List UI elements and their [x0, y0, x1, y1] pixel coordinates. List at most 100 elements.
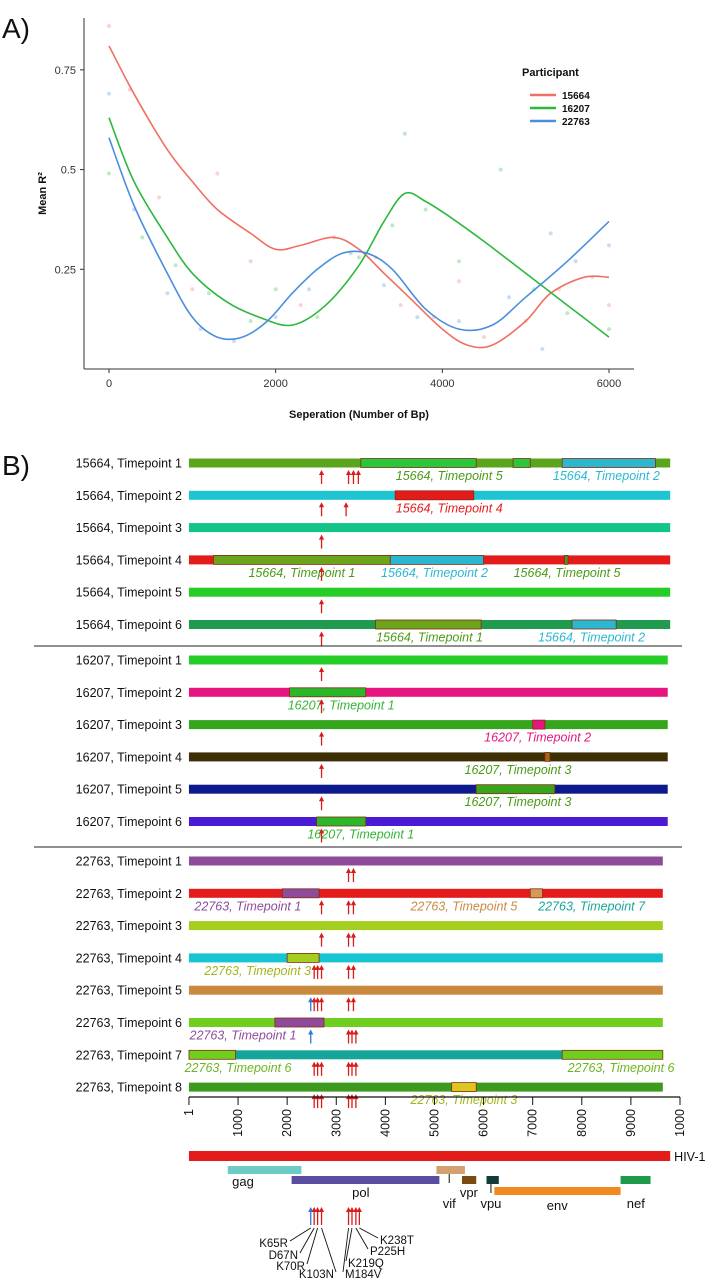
mutation-arrow-head: [349, 1061, 355, 1067]
genome-bar: [188, 921, 663, 931]
mutation-leader-line: [289, 1227, 311, 1242]
scatter-point: [173, 263, 178, 268]
x-axis-title: Seperation (Number of Bp): [289, 409, 429, 421]
mutation-arrow-head: [349, 1207, 355, 1212]
mutation-arrow-head: [311, 1207, 317, 1212]
mutation-arrow-head: [350, 868, 357, 873]
segment-label: 15664, Timepoint 4: [396, 501, 503, 515]
scatter-point: [507, 295, 511, 300]
genome-bar: [188, 817, 668, 826]
segment-label: 22763, Timepoint 1: [193, 899, 301, 913]
row-label: 16207, Timepoint 1: [76, 654, 182, 668]
gene-gag: [227, 1166, 302, 1174]
segment-label: 22763, Timepoint 7: [537, 899, 646, 913]
mutation-arrow-head: [345, 997, 352, 1003]
gene-vpr: [461, 1176, 477, 1184]
hiv-genome-label: HIV-1: [674, 1150, 705, 1164]
genome-bar: [188, 752, 668, 762]
recombinant-segment: [274, 1017, 325, 1028]
gene-label: pol: [352, 1185, 369, 1200]
recombinant-segment: [188, 1049, 237, 1060]
segment-label: 22763, Timepoint 3: [203, 964, 311, 978]
scatter-point: [107, 23, 111, 28]
mutation-arrow-head: [318, 1061, 325, 1067]
mutation-arrow-head: [343, 502, 349, 508]
mutation-arrow-head: [353, 1207, 359, 1212]
scatter-point: [457, 279, 461, 284]
row-label: 22763, Timepoint 6: [76, 1016, 182, 1030]
row-label: 16207, Timepoint 4: [76, 750, 182, 764]
scale-tick-label: 1: [182, 1109, 196, 1116]
recombinant-segment: [394, 490, 475, 501]
gene-label: nef: [627, 1196, 645, 1211]
mutation-arrow-head: [353, 1061, 359, 1067]
legend-label: 15664: [562, 91, 590, 102]
row-label: 15664, Timepoint 5: [76, 586, 182, 600]
mutation-label: K103N: [299, 1269, 334, 1280]
hiv-genome-bar: [188, 1151, 671, 1161]
mutation-arrow-head: [311, 964, 317, 970]
recombinant-segment: [561, 458, 656, 468]
mutation-arrow-head: [345, 932, 352, 938]
gene-nef: [620, 1176, 651, 1184]
mutation-arrow-head: [318, 502, 325, 508]
recombinant-segment: [571, 619, 617, 630]
scatter-point: [107, 171, 111, 176]
legend-title: Participant: [522, 67, 579, 79]
mutation-arrow-head: [345, 900, 352, 906]
row-label: 16207, Timepoint 2: [76, 686, 182, 700]
mutation-arrow-head: [318, 667, 325, 672]
mutation-label: K238T: [380, 1235, 414, 1247]
scatter-point: [298, 303, 303, 308]
x-tick-label: 0: [106, 378, 112, 390]
recombinant-segment: [564, 555, 569, 565]
mutation-arrow-head: [345, 1029, 352, 1035]
scale-tick-label: 4000: [378, 1109, 392, 1137]
recombinant-segment: [213, 555, 391, 565]
x-tick-label: 6000: [597, 378, 621, 390]
gene-label: gag: [232, 1174, 254, 1189]
legend-label: 22763: [562, 117, 590, 128]
mutation-leader-line: [355, 1227, 369, 1250]
recombinant-segment: [451, 1082, 477, 1092]
segment-label: 16207, Timepoint 3: [465, 763, 572, 777]
segment-label: 15664, Timepoint 2: [538, 631, 645, 645]
row-label: 16207, Timepoint 3: [76, 718, 182, 732]
scatter-point: [382, 283, 386, 288]
recombinant-segment: [561, 1049, 664, 1060]
mutation-arrow-head: [318, 828, 325, 834]
scale-tick-label: 5000: [427, 1109, 441, 1137]
row-label: 22763, Timepoint 8: [76, 1081, 182, 1095]
mutation-arrow-head: [311, 997, 317, 1003]
genome-bar: [188, 1018, 663, 1027]
mutation-arrow-head: [318, 731, 325, 737]
gene-label: vpr: [460, 1185, 479, 1200]
genome-bar: [188, 856, 663, 866]
mutation-arrow-head: [355, 470, 361, 475]
row-label: 22763, Timepoint 3: [76, 919, 182, 933]
mutation-arrow-head: [345, 1061, 352, 1067]
scatter-point: [357, 255, 361, 260]
gene-pol: [291, 1176, 440, 1184]
scatter-point: [498, 167, 503, 172]
mutation-arrow-head: [318, 566, 325, 572]
scatter-point: [307, 287, 311, 292]
segment-label: 22763, Timepoint 5: [409, 899, 517, 913]
recombinant-segment: [544, 752, 551, 762]
mutation-arrow-head: [308, 1207, 314, 1212]
genome-bar: [188, 523, 671, 533]
recombinant-segment: [289, 687, 367, 698]
mutation-arrow-head: [308, 1029, 314, 1035]
mutation-arrow-head: [318, 599, 325, 605]
mutation-arrow-head: [318, 997, 325, 1003]
mutation-arrow-head: [318, 964, 325, 970]
mutation-leader-line: [345, 1227, 353, 1262]
y-tick-label: 0.5: [61, 165, 76, 177]
row-label: 22763, Timepoint 1: [76, 855, 182, 869]
segment-label: 22763, Timepoint 6: [184, 1061, 292, 1075]
segment-label: 16207, Timepoint 1: [307, 828, 414, 842]
mutation-arrow-head: [318, 763, 325, 769]
mutation-arrow-head: [350, 900, 357, 906]
